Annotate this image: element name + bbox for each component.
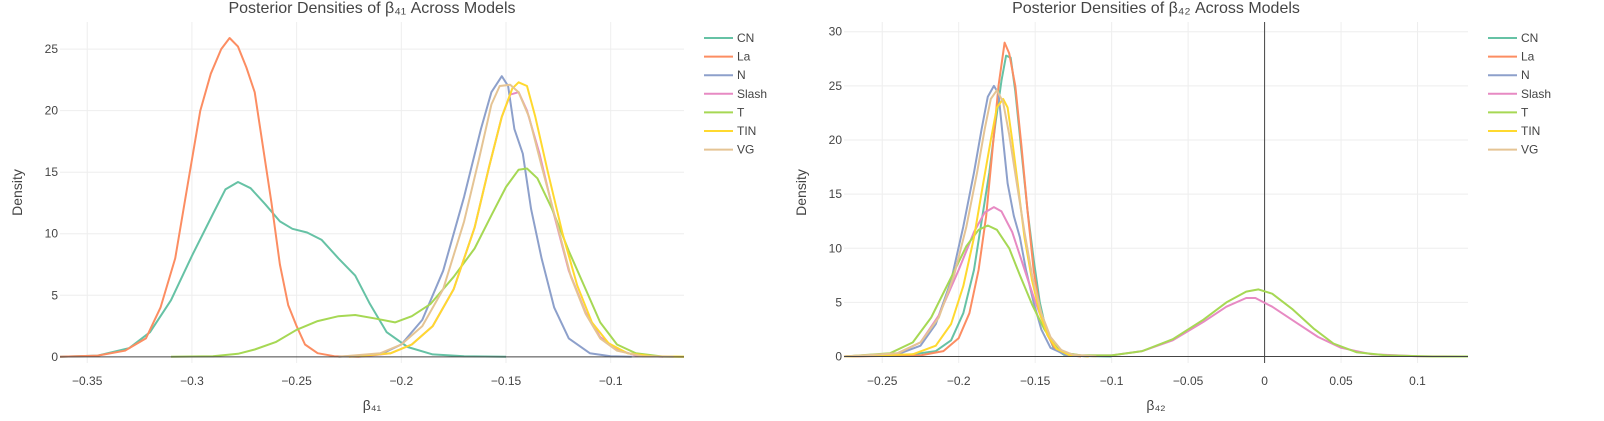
legend-item-tin[interactable]: TIN (704, 124, 756, 138)
y-tick-label: 25 (829, 79, 843, 93)
x-tick-label: −0.3 (180, 374, 204, 388)
legend-label: Slash (737, 87, 767, 101)
legend-item-slash[interactable]: Slash (704, 87, 767, 101)
y-tick-label: 10 (45, 227, 59, 241)
legend-item-cn[interactable]: CN (1488, 31, 1538, 45)
series-line-la (59, 37, 360, 358)
legend-label: TIN (1521, 124, 1540, 138)
legend-item-slash[interactable]: Slash (1488, 87, 1551, 101)
grid-lines (844, 22, 1468, 363)
series-line-tin (843, 97, 1089, 358)
series-line-n (843, 84, 1089, 358)
chart-svg-beta41: Posterior Densities of β₄₁ Across Models… (9, 0, 767, 413)
legend-item-la[interactable]: La (704, 50, 751, 64)
legend-item-n[interactable]: N (1488, 68, 1530, 82)
series-line-la (843, 41, 1082, 358)
y-tick-label: 0 (51, 350, 58, 364)
legend-item-n[interactable]: N (704, 68, 746, 82)
legend-label: TIN (737, 124, 756, 138)
x-tick-label: −0.15 (491, 374, 522, 388)
legend-label: N (737, 68, 746, 82)
legend-item-vg[interactable]: VG (1488, 143, 1538, 157)
legend-label: CN (737, 31, 754, 45)
x-tick-label: −0.25 (281, 374, 312, 388)
series-line-t (170, 167, 685, 358)
legend-item-vg[interactable]: VG (704, 143, 754, 157)
series-line-t (843, 224, 1468, 358)
legend[interactable]: CN La N Slash T TIN VG (704, 31, 767, 157)
x-tick-label: −0.15 (1020, 374, 1051, 388)
series-lines (843, 41, 1469, 358)
legend-item-tin[interactable]: TIN (1488, 124, 1540, 138)
legend-item-la[interactable]: La (1488, 50, 1535, 64)
x-tick-label: −0.2 (947, 374, 971, 388)
y-tick-label: 20 (45, 104, 59, 118)
legend-label: CN (1521, 31, 1538, 45)
series-line-cn (843, 54, 1112, 358)
y-tick-label: 20 (829, 133, 843, 147)
y-tick-label: 5 (835, 295, 842, 309)
y-tick-label: 30 (829, 25, 843, 39)
x-tick-label: −0.2 (389, 374, 413, 388)
x-tick-label: 0 (1261, 374, 1268, 388)
chart-svg-beta42: Posterior Densities of β₄₂ Across Models… (793, 0, 1551, 413)
x-tick-label: −0.35 (72, 374, 103, 388)
y-axis-title: Density (9, 169, 25, 216)
legend-label: La (1521, 50, 1535, 64)
series-line-vg (843, 89, 1097, 358)
y-tick-label: 0 (835, 350, 842, 364)
y-tick-label: 5 (51, 288, 58, 302)
x-axis-title: β₄₁ (363, 397, 382, 413)
legend-item-t[interactable]: T (704, 105, 745, 119)
legend-item-t[interactable]: T (1488, 105, 1529, 119)
legend-label: La (737, 50, 751, 64)
chart-title: Posterior Densities of β₄₁ Across Models (228, 0, 515, 17)
series-line-cn (59, 181, 507, 358)
series-line-vg (338, 83, 674, 358)
series-lines (59, 37, 685, 358)
legend-label: T (1521, 105, 1529, 119)
legend[interactable]: CN La N Slash T TIN VG (1488, 31, 1551, 157)
x-tick-label: 0.1 (1409, 374, 1426, 388)
legend-label: VG (737, 143, 754, 157)
y-tick-label: 15 (829, 187, 843, 201)
legend-label: VG (1521, 143, 1538, 157)
legend-label: N (1521, 68, 1530, 82)
grid-lines (60, 22, 684, 363)
chart-title: Posterior Densities of β₄₂ Across Models (1012, 0, 1300, 17)
x-tick-label: −0.1 (599, 374, 623, 388)
x-tick-label: −0.25 (867, 374, 898, 388)
x-tick-label: −0.1 (1100, 374, 1124, 388)
legend-item-cn[interactable]: CN (704, 31, 754, 45)
chart-panel-beta41: Posterior Densities of β₄₁ Across Models… (9, 0, 767, 413)
y-tick-label: 10 (829, 241, 843, 255)
legend-label: Slash (1521, 87, 1551, 101)
series-line-slash (359, 91, 664, 358)
x-tick-label: −0.05 (1173, 374, 1204, 388)
y-tick-label: 15 (45, 165, 59, 179)
legend-label: T (737, 105, 745, 119)
x-tick-label: 0.05 (1329, 374, 1353, 388)
y-tick-label: 25 (45, 42, 59, 56)
x-axis-title: β₄₂ (1146, 397, 1165, 413)
chart-panel-beta42: Posterior Densities of β₄₂ Across Models… (784, 0, 1586, 421)
series-line-tin (348, 81, 685, 358)
series-line-slash (843, 206, 1469, 358)
y-axis-title: Density (793, 169, 809, 216)
